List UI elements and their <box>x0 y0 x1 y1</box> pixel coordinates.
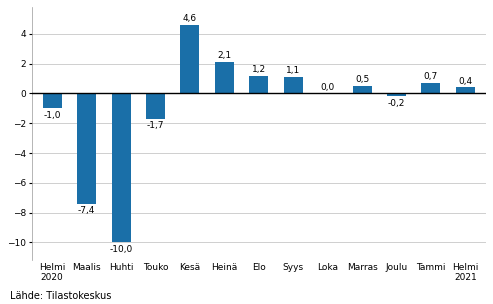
Text: 0,5: 0,5 <box>355 75 369 84</box>
Bar <box>43 93 62 108</box>
Bar <box>146 93 165 119</box>
Text: 4,6: 4,6 <box>183 14 197 23</box>
Text: -10,0: -10,0 <box>109 245 133 254</box>
Bar <box>422 83 440 93</box>
Text: 1,1: 1,1 <box>286 66 300 75</box>
Bar <box>284 77 303 93</box>
Bar <box>215 62 234 93</box>
Text: -1,0: -1,0 <box>43 111 61 119</box>
Bar <box>180 25 199 93</box>
Text: -1,7: -1,7 <box>147 121 164 130</box>
Bar <box>77 93 96 204</box>
Bar <box>352 86 372 93</box>
Text: 2,1: 2,1 <box>217 51 231 60</box>
Bar <box>456 88 475 93</box>
Text: 0,0: 0,0 <box>320 83 335 92</box>
Text: -7,4: -7,4 <box>78 206 95 215</box>
Text: Lähde: Tilastokeskus: Lähde: Tilastokeskus <box>10 291 111 301</box>
Bar <box>111 93 131 243</box>
Text: -0,2: -0,2 <box>388 98 405 108</box>
Text: 0,4: 0,4 <box>458 77 472 86</box>
Bar <box>249 75 268 93</box>
Text: 1,2: 1,2 <box>252 65 266 74</box>
Text: 0,7: 0,7 <box>424 72 438 81</box>
Bar <box>387 93 406 96</box>
